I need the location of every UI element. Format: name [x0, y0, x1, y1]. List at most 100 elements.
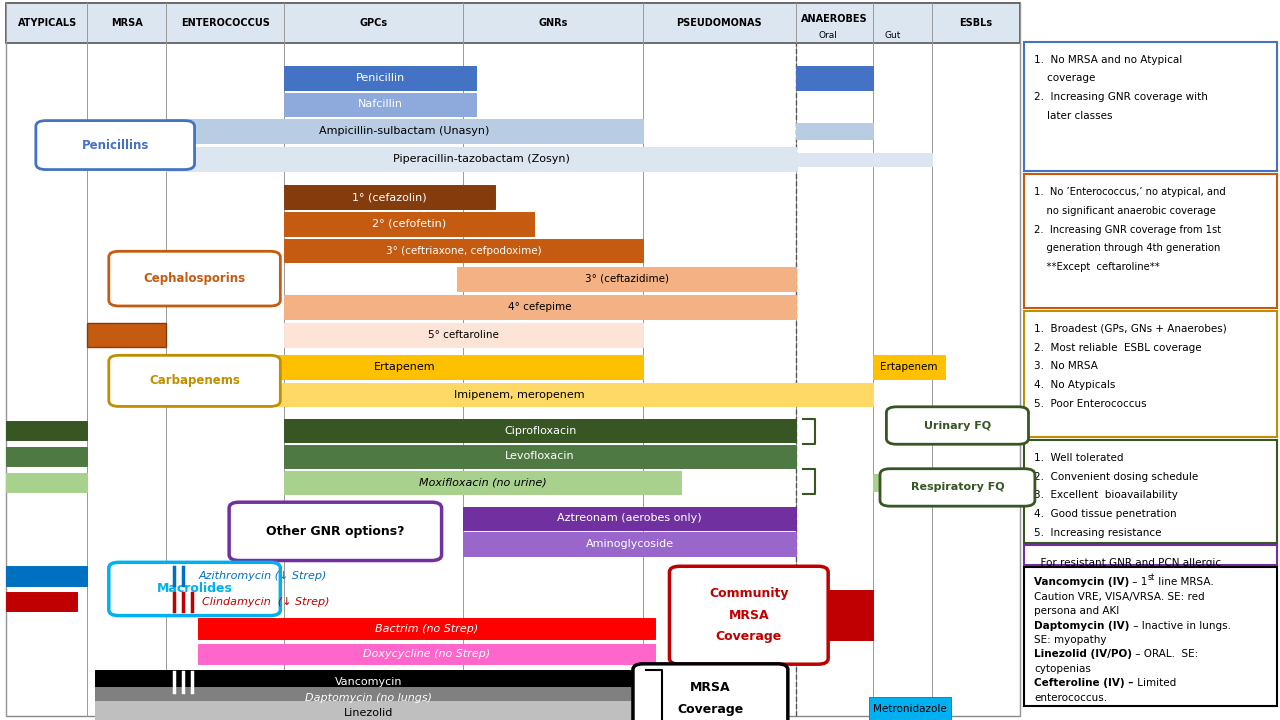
Text: no significant anaerobic coverage: no significant anaerobic coverage	[1034, 206, 1216, 216]
Text: Macrolides: Macrolides	[156, 582, 233, 595]
Text: Ertapenem: Ertapenem	[881, 362, 937, 372]
Text: cytopenias: cytopenias	[1034, 664, 1091, 674]
Text: Levofloxacin: Levofloxacin	[506, 451, 575, 462]
Bar	[95, 701, 643, 720]
FancyBboxPatch shape	[886, 407, 1029, 444]
Text: Oral: Oral	[819, 32, 837, 40]
FancyBboxPatch shape	[881, 469, 1036, 506]
Text: MRSA: MRSA	[728, 608, 769, 622]
Text: ENTEROCOCCUS: ENTEROCOCCUS	[180, 18, 270, 28]
Text: 2.  Increasing GNR coverage with: 2. Increasing GNR coverage with	[1034, 92, 1208, 102]
Text: Respiratory FQ: Respiratory FQ	[910, 482, 1005, 492]
Bar	[6, 473, 87, 492]
Text: Ampicillin-sulbactam (Unasyn): Ampicillin-sulbactam (Unasyn)	[319, 126, 490, 136]
Text: Penicillin: Penicillin	[356, 73, 404, 83]
Text: 1.  No ’Enterococcus,’ no atypical, and: 1. No ’Enterococcus,’ no atypical, and	[1034, 187, 1226, 197]
Text: Clindamycin  (↓ Strep): Clindamycin (↓ Strep)	[202, 597, 330, 607]
Bar	[869, 697, 951, 720]
Text: Coverage: Coverage	[716, 630, 782, 644]
Text: Daptomycin (IV): Daptomycin (IV)	[1034, 621, 1130, 631]
Text: Moxifloxacin (no urine): Moxifloxacin (no urine)	[419, 477, 547, 487]
Text: Vancomycin: Vancomycin	[335, 677, 402, 687]
Text: PSEUDOMONAS: PSEUDOMONAS	[677, 18, 762, 28]
Text: Aminoglycoside: Aminoglycoside	[586, 539, 673, 549]
Bar	[198, 644, 655, 664]
Bar	[796, 153, 932, 166]
Text: 3° (ceftriaxone, cefpodoxime): 3° (ceftriaxone, cefpodoxime)	[385, 246, 541, 256]
Text: Limited: Limited	[1134, 678, 1176, 688]
Text: – Inactive in lungs.: – Inactive in lungs.	[1130, 621, 1230, 631]
Text: ANAEROBES: ANAEROBES	[801, 14, 868, 24]
Text: persona and AKI: persona and AKI	[1034, 606, 1120, 616]
Text: coverage: coverage	[1034, 73, 1096, 84]
Bar	[166, 148, 796, 171]
Text: Nafcillin: Nafcillin	[357, 99, 403, 109]
Text: GNRs: GNRs	[539, 18, 567, 28]
Text: 4.  No Atypicals: 4. No Atypicals	[1034, 380, 1116, 390]
Text: 1° (cefazolin): 1° (cefazolin)	[352, 192, 428, 202]
Bar	[6, 593, 77, 611]
Bar	[1024, 545, 1277, 565]
FancyBboxPatch shape	[229, 503, 442, 560]
Text: later classes: later classes	[1034, 111, 1112, 121]
Text: Cefteroline (IV) –: Cefteroline (IV) –	[1034, 678, 1134, 688]
Bar	[873, 474, 932, 491]
Text: 2.  Increasing GNR coverage from 1st: 2. Increasing GNR coverage from 1st	[1034, 225, 1221, 235]
Text: 2° (cefofetin): 2° (cefofetin)	[372, 219, 445, 229]
FancyBboxPatch shape	[669, 566, 828, 664]
Text: Coverage: Coverage	[677, 703, 744, 716]
Text: Community: Community	[709, 587, 788, 600]
FancyBboxPatch shape	[109, 251, 280, 306]
Text: 3° (ceftazidime): 3° (ceftazidime)	[585, 274, 668, 284]
Text: 4° cefepime: 4° cefepime	[508, 302, 572, 312]
Bar	[1024, 174, 1277, 308]
Text: ATYPICALS: ATYPICALS	[18, 18, 77, 28]
Text: ESBLs: ESBLs	[959, 18, 992, 28]
Text: Daptomycin (no lungs): Daptomycin (no lungs)	[305, 693, 433, 703]
Bar	[284, 66, 476, 89]
Text: GPCs: GPCs	[360, 18, 388, 28]
Text: Cephalosporins: Cephalosporins	[143, 272, 246, 285]
Text: For resistant GNR and PCN allergic: For resistant GNR and PCN allergic	[1034, 558, 1221, 568]
Text: Carbapenems: Carbapenems	[150, 374, 239, 387]
Text: 1.  Broadest (GPs, GNs + Anaerobes): 1. Broadest (GPs, GNs + Anaerobes)	[1034, 324, 1228, 334]
Text: 3.  Excellent  bioavailability: 3. Excellent bioavailability	[1034, 490, 1178, 500]
Bar	[6, 3, 1020, 716]
Text: Other GNR options?: Other GNR options?	[266, 525, 404, 538]
Text: 5.  Increasing resistance: 5. Increasing resistance	[1034, 528, 1162, 538]
Bar	[284, 323, 643, 346]
Bar	[796, 123, 873, 139]
Text: Doxycycline (no Strep): Doxycycline (no Strep)	[364, 649, 490, 659]
Bar	[284, 212, 534, 236]
Bar	[873, 356, 945, 379]
Bar	[1024, 567, 1277, 706]
Text: 1.  Well tolerated: 1. Well tolerated	[1034, 453, 1124, 463]
Text: Azithromycin (↓ Strep): Azithromycin (↓ Strep)	[198, 571, 326, 581]
Text: Ertapenem: Ertapenem	[374, 362, 435, 372]
Bar	[6, 447, 87, 466]
Text: generation through 4th generation: generation through 4th generation	[1034, 243, 1221, 253]
Text: Urinary FQ: Urinary FQ	[924, 420, 991, 431]
Text: enterococcus.: enterococcus.	[1034, 693, 1107, 703]
Text: Piperacillin-tazobactam (Zosyn): Piperacillin-tazobactam (Zosyn)	[393, 154, 570, 164]
Bar	[6, 567, 87, 585]
Bar	[1024, 440, 1277, 543]
Text: 3.  No MRSA: 3. No MRSA	[1034, 361, 1098, 372]
Text: – ORAL.  SE:: – ORAL. SE:	[1133, 649, 1198, 660]
Text: Aztreonam (aerobes only): Aztreonam (aerobes only)	[558, 513, 701, 523]
Text: Gut: Gut	[884, 32, 901, 40]
Text: Ciprofloxacin: Ciprofloxacin	[504, 426, 576, 436]
Bar	[457, 266, 796, 290]
Text: Linezolid (IV/PO): Linezolid (IV/PO)	[1034, 649, 1133, 660]
Bar	[796, 590, 873, 640]
Bar	[198, 618, 655, 639]
Bar	[166, 382, 873, 406]
Bar	[284, 444, 796, 469]
Text: – 1: – 1	[1129, 577, 1148, 588]
Bar	[284, 295, 796, 318]
FancyBboxPatch shape	[36, 120, 195, 170]
Bar	[796, 66, 873, 89]
Bar	[463, 507, 796, 530]
Text: 5° ceftaroline: 5° ceftaroline	[428, 330, 499, 340]
Text: Imipenem, meropenem: Imipenem, meropenem	[454, 390, 585, 400]
